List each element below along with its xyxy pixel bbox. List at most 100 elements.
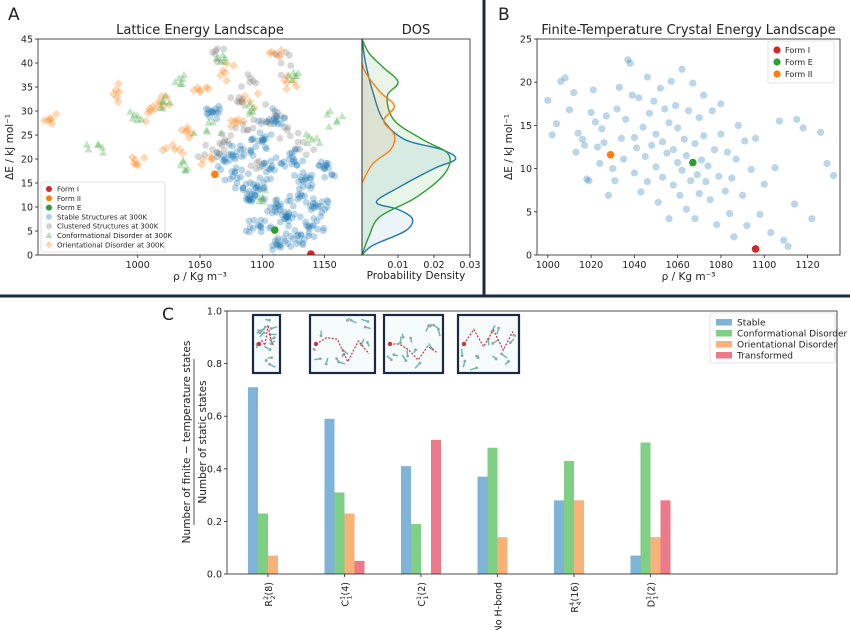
point: [274, 234, 282, 242]
point: [332, 118, 341, 126]
y-axis-label: ΔE / kJ mol⁻¹: [503, 114, 515, 180]
point: [548, 131, 556, 139]
point: [277, 244, 284, 251]
point: [302, 130, 311, 138]
point: [246, 196, 253, 204]
point: [245, 187, 253, 195]
point: [784, 242, 792, 250]
point: [281, 237, 289, 245]
legend-label: Transformed: [736, 352, 793, 362]
point: [137, 115, 146, 123]
point: [45, 114, 55, 123]
point: [314, 225, 322, 233]
point: [288, 149, 296, 157]
point: [126, 107, 135, 115]
point: [300, 138, 307, 146]
point: [301, 192, 309, 200]
atom: [263, 325, 267, 329]
point: [271, 203, 279, 211]
legend-label: Form I: [785, 46, 810, 55]
point: [256, 174, 264, 182]
point: [684, 107, 693, 115]
category-label: C11(2): [415, 582, 430, 607]
atom: [494, 357, 498, 361]
point: [695, 114, 703, 122]
legend-marker: [46, 195, 52, 202]
point: [273, 112, 281, 120]
point: [179, 158, 188, 166]
point: [176, 79, 185, 87]
point: [221, 136, 229, 144]
point: [98, 143, 107, 151]
point: [299, 169, 307, 176]
point: [289, 68, 298, 76]
point: [743, 222, 751, 230]
point: [284, 214, 291, 221]
point: [658, 173, 667, 181]
point: [319, 227, 327, 235]
bar: [248, 387, 258, 574]
point: [248, 107, 257, 115]
point: [324, 198, 332, 206]
point: [175, 144, 184, 154]
dos-line: [361, 38, 451, 256]
point: [246, 179, 254, 187]
panel-letter-b: B: [498, 5, 510, 25]
point: [269, 246, 276, 254]
point: [321, 173, 329, 181]
point: [271, 237, 279, 245]
atom: [346, 318, 349, 322]
point: [639, 123, 647, 131]
point: [274, 242, 282, 250]
point: [296, 173, 304, 181]
legend-swatch: [716, 341, 732, 348]
point: [272, 203, 280, 211]
point: [298, 176, 305, 184]
point: [247, 162, 255, 170]
form-point: [307, 250, 315, 255]
point: [283, 126, 291, 134]
point: [273, 208, 281, 216]
point: [557, 77, 565, 85]
point: [808, 215, 816, 223]
point: [286, 192, 294, 200]
bar: [660, 500, 671, 574]
point: [133, 115, 142, 124]
point: [267, 47, 276, 57]
point: [51, 109, 61, 119]
point: [617, 134, 626, 142]
point: [693, 171, 701, 179]
point: [268, 117, 276, 124]
point: [214, 153, 221, 161]
dos-line: [361, 62, 396, 184]
y-tick-label: 40: [21, 59, 33, 70]
dos-line: [361, 38, 457, 256]
point: [193, 83, 202, 93]
point: [261, 184, 268, 191]
point: [317, 202, 325, 210]
point: [154, 97, 164, 106]
point: [235, 98, 243, 106]
point: [221, 155, 229, 163]
legend-label: Orientational Disorder at 300K: [57, 241, 164, 249]
atom: [312, 348, 316, 351]
point: [323, 110, 332, 118]
point: [242, 227, 250, 235]
point: [312, 202, 320, 209]
atom: [365, 341, 369, 344]
point: [292, 71, 301, 79]
point: [239, 184, 247, 192]
point: [291, 147, 299, 155]
legend-marker: [46, 223, 52, 230]
chart-title: Finite-Temperature Crystal Energy Landsc…: [541, 23, 835, 38]
category-label: R22(8): [262, 582, 277, 607]
point: [245, 195, 253, 203]
point: [244, 71, 252, 78]
point: [218, 141, 226, 149]
point: [565, 106, 574, 114]
point: [229, 61, 239, 71]
point: [312, 133, 321, 141]
point: [259, 137, 267, 145]
point: [168, 140, 178, 150]
point: [276, 203, 283, 211]
